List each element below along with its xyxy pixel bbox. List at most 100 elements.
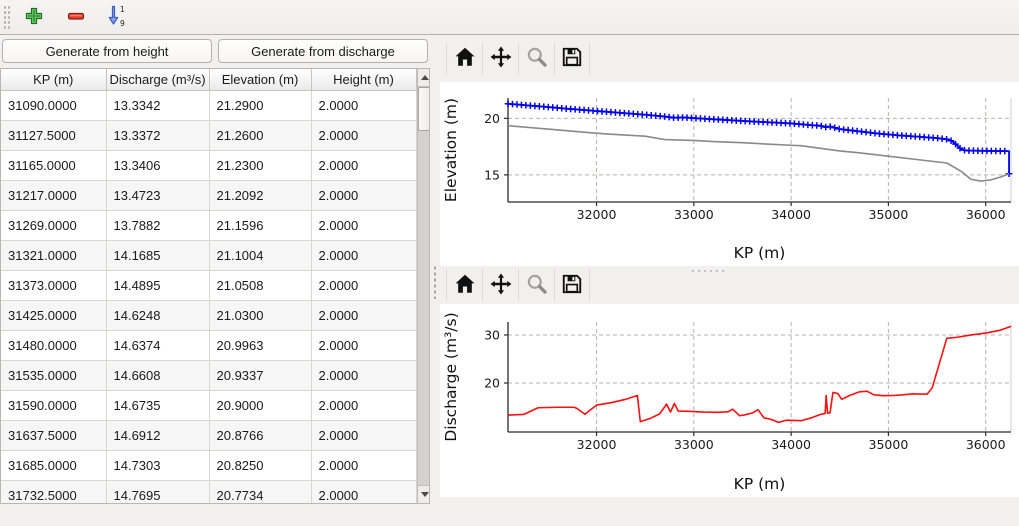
table-cell[interactable]: 14.1685 (105, 240, 210, 271)
table-cell[interactable]: 31373.0000 (1, 270, 107, 301)
table-cell[interactable]: 21.1596 (208, 210, 312, 241)
table-cell[interactable]: 21.2300 (208, 150, 312, 181)
save-icon (561, 273, 583, 298)
table-cell[interactable]: 31425.0000 (1, 300, 107, 331)
home-icon (454, 273, 476, 298)
add-row-button[interactable] (19, 3, 49, 31)
table-cell[interactable]: 2.0000 (310, 210, 417, 241)
discharge-plot-canvas[interactable]: 32000 33000 34000 35000 36000 20 30 KP (m) Disch… (440, 304, 1019, 497)
sort-numeric-descending-icon: 1 9 (108, 5, 128, 30)
horizontal-splitter[interactable] (440, 266, 1019, 274)
table-cell[interactable]: 13.4723 (105, 180, 210, 211)
table-cell[interactable]: 2.0000 (310, 420, 417, 451)
generate-from-discharge-button[interactable]: Generate from discharge (218, 39, 428, 63)
table-cell[interactable]: 2.0000 (310, 270, 417, 301)
table-cell[interactable]: 2.0000 (310, 300, 417, 331)
table-cell[interactable]: 21.0300 (208, 300, 312, 331)
plot-save-button[interactable] (554, 269, 590, 301)
table-cell[interactable]: 2.0000 (310, 360, 417, 391)
remove-row-button[interactable] (61, 3, 91, 31)
discharge-plot-toolbar (440, 266, 1019, 304)
plot-save-button[interactable] (554, 42, 590, 75)
table-cell[interactable]: 13.7882 (105, 210, 210, 241)
column-header-discharge[interactable]: Discharge (m³/s) (105, 69, 210, 91)
y-tick-label: 20 (484, 376, 500, 391)
table-cell[interactable]: 21.2092 (208, 180, 312, 211)
table-cell[interactable]: 20.9000 (208, 390, 312, 421)
discharge-chart[interactable]: 32000 33000 34000 35000 36000 20 30 KP (m) Disch… (440, 304, 1019, 497)
table-cell[interactable]: 14.4895 (105, 270, 210, 301)
table-row: 31165.0000 13.3406 21.2300 2.0000 (1, 150, 417, 181)
sort-rows-button[interactable]: 1 9 (103, 3, 133, 31)
plot-zoom-button[interactable] (518, 42, 554, 75)
table-cell[interactable]: 31732.5000 (1, 480, 107, 503)
table-cell[interactable]: 21.0508 (208, 270, 312, 301)
table-row: 31269.0000 13.7882 21.1596 2.0000 (1, 210, 417, 241)
generate-from-height-button[interactable]: Generate from height (2, 39, 212, 63)
table-cell[interactable]: 20.7734 (208, 480, 312, 503)
table-cell[interactable]: 2.0000 (310, 450, 417, 481)
table-cell[interactable]: 31685.0000 (1, 450, 107, 481)
table-cell[interactable]: 14.7695 (105, 480, 210, 503)
x-tick-label: 32000 (577, 437, 617, 452)
x-axis-label: KP (m) (734, 244, 786, 262)
table-cell[interactable]: 20.8766 (208, 420, 312, 451)
y-tick-label: 15 (484, 167, 500, 182)
table-scrollbar[interactable] (416, 69, 429, 503)
table-cell[interactable]: 2.0000 (310, 90, 417, 121)
table-row: 31685.0000 14.7303 20.8250 2.0000 (1, 450, 417, 481)
table-cell[interactable]: 31590.0000 (1, 390, 107, 421)
table-cell[interactable]: 13.3342 (105, 90, 210, 121)
table-cell[interactable]: 13.3372 (105, 120, 210, 151)
scrollbar-thumb[interactable] (417, 87, 429, 131)
table-cell[interactable]: 31090.0000 (1, 90, 107, 121)
table-cell[interactable]: 2.0000 (310, 390, 417, 421)
table-cell[interactable]: 14.6248 (105, 300, 210, 331)
plot-zoom-button[interactable] (518, 269, 554, 301)
table-cell[interactable]: 20.9337 (208, 360, 312, 391)
vertical-splitter[interactable] (430, 35, 440, 526)
table-cell[interactable]: 14.6735 (105, 390, 210, 421)
table-cell[interactable]: 20.9963 (208, 330, 312, 361)
elevation-chart[interactable]: 32000 33000 34000 35000 36000 15 20 KP (m) Eleva… (440, 82, 1019, 266)
table-cell[interactable]: 31165.0000 (1, 150, 107, 181)
table-cell[interactable]: 21.1004 (208, 240, 312, 271)
column-header-elevation[interactable]: Elevation (m) (208, 69, 312, 91)
plot-home-button[interactable] (446, 269, 482, 301)
table-cell[interactable]: 14.7303 (105, 450, 210, 481)
table-cell[interactable]: 31637.5000 (1, 420, 107, 451)
table-cell[interactable]: 2.0000 (310, 180, 417, 211)
plot-pan-button[interactable] (482, 42, 518, 75)
table-cell[interactable]: 31480.0000 (1, 330, 107, 361)
table-cell[interactable]: 2.0000 (310, 120, 417, 151)
scrollbar-up-button[interactable] (417, 69, 429, 87)
column-header-kp[interactable]: KP (m) (1, 69, 107, 91)
table-cell[interactable]: 2.0000 (310, 150, 417, 181)
series-bed-elevation (507, 124, 1010, 182)
table-cell[interactable]: 2.0000 (310, 240, 417, 271)
elevation-plot-canvas[interactable]: 32000 33000 34000 35000 36000 15 20 KP (m) Eleva… (440, 82, 1019, 266)
table-cell[interactable]: 2.0000 (310, 330, 417, 361)
toolbar-drag-handle[interactable] (3, 5, 11, 29)
table-cell[interactable]: 14.6374 (105, 330, 210, 361)
table-cell[interactable]: 13.3406 (105, 150, 210, 181)
plot-pan-button[interactable] (482, 269, 518, 301)
table-cell[interactable]: 31127.5000 (1, 120, 107, 151)
table-cell[interactable]: 2.0000 (310, 480, 417, 503)
table-cell[interactable]: 14.6608 (105, 360, 210, 391)
table-cell[interactable]: 21.2600 (208, 120, 312, 151)
home-icon (454, 46, 476, 71)
plot-home-button[interactable] (446, 42, 482, 75)
table-cell[interactable]: 31535.0000 (1, 360, 107, 391)
scrollbar-down-button[interactable] (417, 485, 429, 503)
table-cell[interactable]: 21.2900 (208, 90, 312, 121)
table-cell[interactable]: 31217.0000 (1, 180, 107, 211)
table-cell[interactable]: 20.8250 (208, 450, 312, 481)
y-tick-label: 20 (484, 111, 500, 126)
table-cell[interactable]: 31269.0000 (1, 210, 107, 241)
x-tick-label: 36000 (966, 437, 1006, 452)
table-cell[interactable]: 31321.0000 (1, 240, 107, 271)
column-header-height[interactable]: Height (m) (310, 69, 417, 91)
table-cell[interactable]: 14.6912 (105, 420, 210, 451)
